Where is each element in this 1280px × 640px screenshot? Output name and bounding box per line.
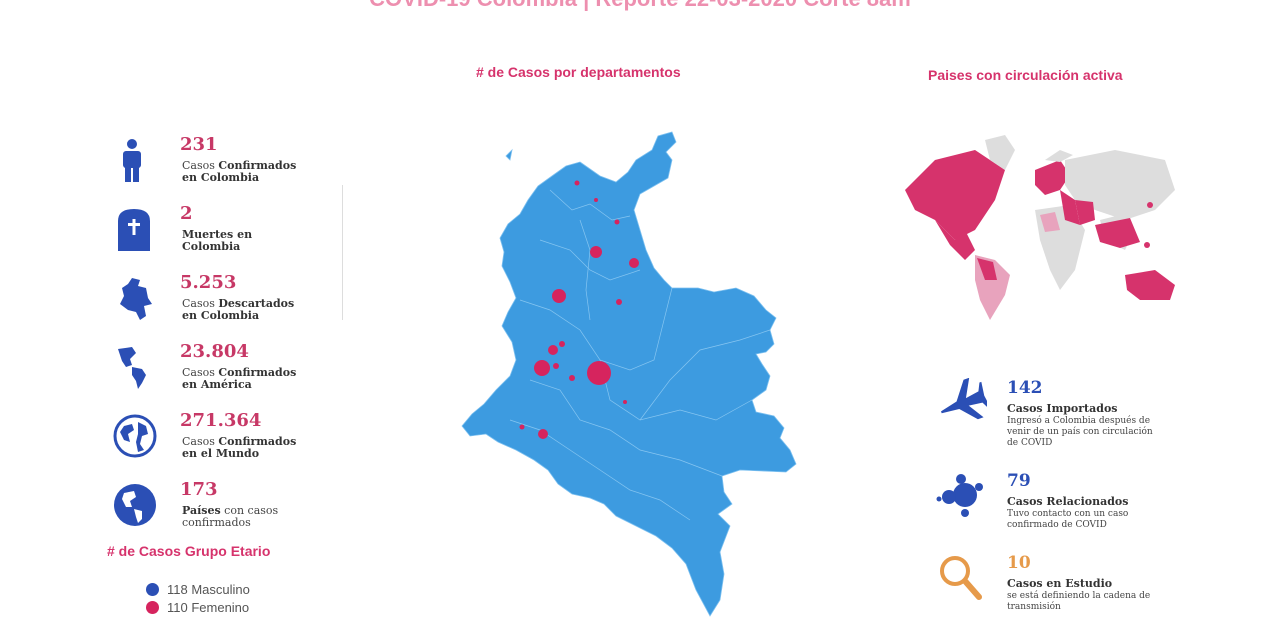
- legend-male: 118 Masculino: [146, 582, 250, 597]
- stat-in-study: 10 Casos en Estudio se está definiendo l…: [935, 553, 1155, 633]
- stat-discarded-colombia: 5.253 Casos Descartados en Colombia: [110, 272, 350, 334]
- map-section-title: # de Casos por departamentos: [476, 64, 681, 80]
- stat-desc: Tuvo contacto con un caso confirmado de …: [1007, 509, 1129, 530]
- person-icon: [123, 139, 141, 182]
- legend-dot: [146, 583, 159, 596]
- colombia-shape: [461, 131, 797, 617]
- stat-desc: se está definiendo la cadena de transmis…: [1007, 591, 1151, 612]
- stat-confirmed-world: 271.364 Casos Confirmados en el Mundo: [110, 410, 350, 472]
- stat-value: 142: [1007, 378, 1043, 398]
- stat-label: Países con casos confirmados: [182, 504, 279, 529]
- stat-value: 5.253: [180, 272, 237, 293]
- legend-dot: [146, 601, 159, 614]
- stat-value: 271.364: [180, 410, 262, 431]
- stat-imported: 142 Casos Importados Ingresó a Colombia …: [935, 378, 1155, 458]
- case-dots: [519, 180, 639, 439]
- world-map: [905, 135, 1175, 320]
- colombia-map: [461, 131, 797, 617]
- stat-deaths-colombia: 2 Muertes en Colombia: [110, 203, 350, 265]
- legend-female: 110 Femenino: [146, 600, 249, 615]
- network-icon: [936, 474, 983, 517]
- stat-value: 231: [180, 134, 218, 155]
- colombia-map-icon: [120, 278, 152, 320]
- globe-americas-icon: [114, 484, 156, 526]
- stat-label: Casos Confirmados en el Mundo: [182, 435, 297, 460]
- stat-value: 10: [1007, 553, 1031, 573]
- age-section-title: # de Casos Grupo Etario: [107, 543, 271, 559]
- stat-desc: Ingresó a Colombia después de venir de u…: [1007, 416, 1153, 448]
- stat-countries: 173 Países con casos confirmados: [110, 479, 350, 541]
- stat-label: Casos Confirmados en América: [182, 366, 297, 391]
- stat-value: 23.804: [180, 341, 249, 362]
- stat-related: 79 Casos Relacionados Tuvo contacto con …: [935, 471, 1155, 551]
- stat-confirmed-america: 23.804 Casos Confirmados en América: [110, 341, 350, 403]
- stat-label: Muertes en Colombia: [182, 228, 253, 253]
- divider: [342, 185, 343, 320]
- tombstone-icon: [118, 209, 150, 251]
- magnifier-icon: [940, 556, 982, 600]
- stat-label: Casos Descartados en Colombia: [182, 297, 295, 322]
- page-title: COVID-19 Colombia | Reporte 22-03-2020 C…: [0, 0, 1280, 12]
- globe-icon: [113, 414, 157, 458]
- stat-value: 173: [180, 479, 218, 500]
- stat-title: Casos Relacionados: [1007, 495, 1129, 508]
- americas-icon: [118, 347, 146, 389]
- world-section-title: Paises con circulación activa: [928, 67, 1123, 83]
- stat-value: 79: [1007, 471, 1031, 491]
- stat-label: Casos Confirmados en Colombia: [182, 159, 297, 184]
- airplane-icon: [941, 378, 987, 420]
- stat-value: 2: [180, 203, 193, 224]
- stat-title: Casos en Estudio: [1007, 577, 1113, 590]
- stat-confirmed-colombia: 231 Casos Confirmados en Colombia: [110, 134, 350, 196]
- stat-title: Casos Importados: [1007, 402, 1118, 415]
